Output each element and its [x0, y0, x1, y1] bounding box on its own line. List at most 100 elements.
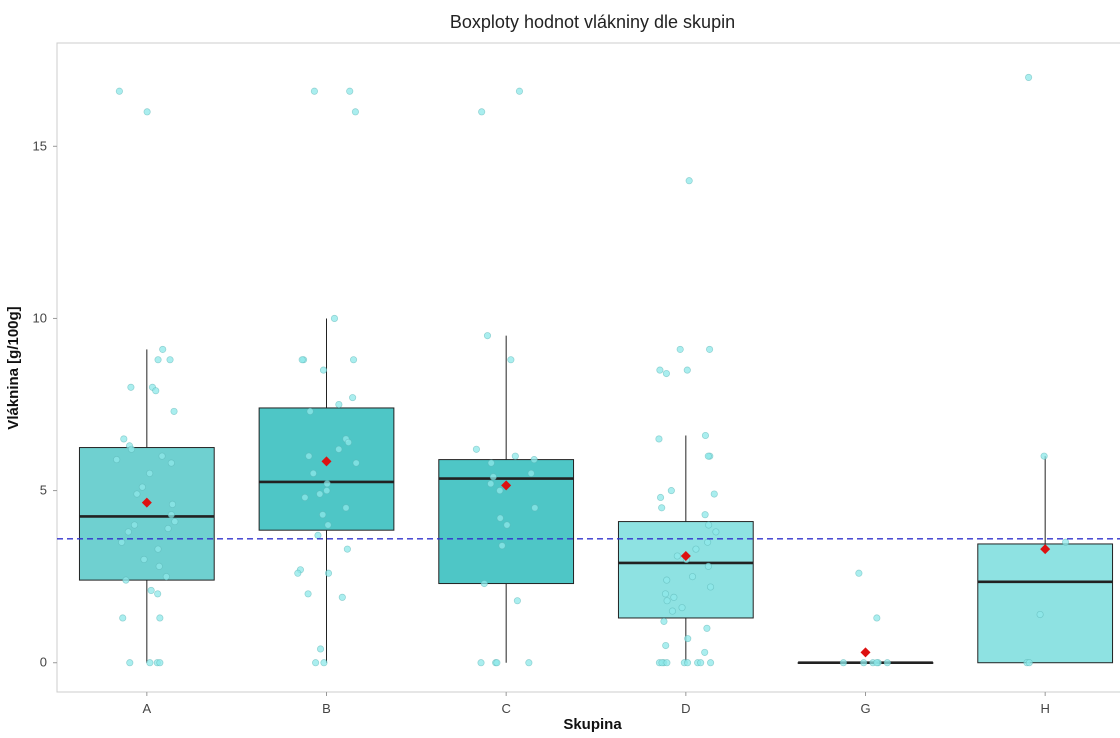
data-point — [1025, 73, 1033, 81]
data-point — [124, 528, 132, 536]
data-point — [113, 456, 121, 464]
data-point — [351, 108, 359, 116]
data-point — [527, 469, 535, 477]
data-point — [705, 521, 713, 529]
data-point — [138, 483, 146, 491]
data-point — [127, 445, 136, 453]
data-point — [335, 400, 343, 409]
data-point — [115, 87, 123, 95]
data-point — [343, 545, 351, 553]
data-point — [692, 545, 700, 553]
data-point — [338, 593, 346, 601]
data-point — [305, 452, 313, 460]
data-point — [120, 435, 128, 443]
data-point — [335, 445, 343, 453]
data-point — [657, 493, 665, 502]
data-point — [319, 366, 328, 374]
y-tick-label: 15 — [33, 138, 47, 153]
data-point — [154, 545, 162, 553]
data-point — [703, 624, 711, 632]
data-point — [167, 511, 175, 519]
data-point — [662, 369, 670, 378]
data-point — [119, 614, 127, 622]
x-tick-label: D — [681, 701, 690, 716]
data-point — [164, 524, 172, 533]
data-point — [154, 356, 162, 364]
data-point — [158, 452, 166, 460]
data-point — [676, 345, 684, 353]
data-point — [349, 394, 357, 402]
box — [258, 407, 395, 531]
data-point — [298, 356, 306, 364]
data-point — [167, 459, 175, 467]
data-point — [154, 590, 162, 598]
data-point — [525, 659, 533, 667]
data-point — [511, 452, 519, 460]
data-point — [480, 579, 488, 588]
data-point — [661, 590, 670, 598]
data-point — [667, 487, 675, 495]
data-point — [683, 366, 691, 374]
data-point — [146, 469, 154, 477]
mean-marker — [860, 647, 871, 658]
data-point — [140, 555, 148, 563]
data-point — [873, 614, 881, 622]
mean-marker — [141, 497, 152, 508]
data-point — [684, 635, 692, 643]
data-point — [701, 431, 710, 440]
data-point — [159, 345, 167, 353]
data-point — [170, 407, 178, 415]
data-point — [477, 659, 485, 667]
data-point — [706, 345, 714, 353]
data-point — [1036, 610, 1044, 619]
x-tick-label: G — [860, 701, 870, 716]
data-point — [166, 356, 174, 364]
data-point — [168, 500, 177, 508]
mean-marker — [1040, 544, 1051, 555]
data-point — [530, 456, 538, 464]
data-point — [162, 573, 170, 581]
data-point — [496, 487, 504, 495]
data-point — [697, 659, 705, 667]
data-point — [860, 659, 868, 667]
data-point — [507, 356, 515, 364]
data-point — [883, 659, 891, 667]
box — [977, 543, 1114, 664]
data-point — [118, 538, 126, 546]
data-point — [126, 659, 134, 667]
data-point — [314, 531, 322, 539]
data-point — [127, 383, 135, 391]
data-point — [146, 659, 154, 667]
data-point — [531, 504, 539, 512]
data-point — [873, 659, 881, 667]
data-point — [330, 314, 339, 322]
mean-marker — [321, 456, 332, 467]
data-point — [324, 521, 332, 529]
data-point — [472, 445, 480, 453]
data-point — [152, 387, 160, 395]
x-tick-label: A — [142, 701, 151, 716]
data-point — [130, 521, 139, 529]
y-tick-label: 5 — [40, 483, 47, 498]
data-point — [342, 504, 350, 512]
data-point — [306, 407, 314, 415]
data-point — [147, 586, 155, 594]
data-point — [503, 521, 511, 529]
data-point — [324, 569, 333, 577]
data-point — [685, 177, 693, 185]
data-point — [668, 607, 676, 615]
data-point — [701, 648, 709, 656]
data-point — [496, 514, 504, 522]
data-point — [513, 597, 521, 605]
data-point — [320, 659, 328, 667]
data-point — [704, 562, 712, 570]
data-point — [316, 490, 324, 498]
data-point — [487, 459, 495, 467]
data-point — [712, 528, 720, 536]
data-point — [1025, 659, 1033, 667]
mean-marker — [680, 551, 691, 562]
data-point — [498, 542, 506, 550]
data-point — [156, 659, 164, 667]
data-point — [171, 518, 179, 526]
x-tick-label: B — [322, 701, 331, 716]
